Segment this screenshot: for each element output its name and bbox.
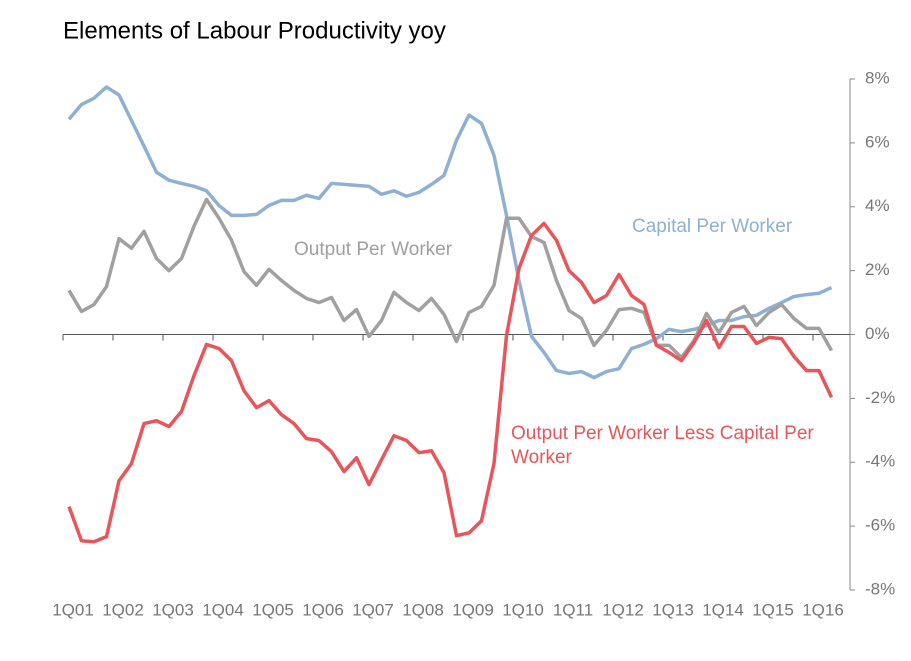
- y-tick-label: -8%: [865, 579, 895, 598]
- series-line: [67, 221, 834, 544]
- x-tick-label: 1Q15: [752, 600, 794, 619]
- series-label: Capital Per Worker: [632, 216, 793, 237]
- x-tick-label: 1Q09: [452, 600, 494, 619]
- x-tick-label: 1Q12: [602, 600, 644, 619]
- chart-title: Elements of Labour Productivity yoy: [63, 17, 446, 44]
- x-tick-label: 1Q05: [252, 600, 294, 619]
- y-tick-label: -6%: [865, 516, 895, 535]
- x-tick-label: 1Q13: [652, 600, 694, 619]
- x-tick-label: 1Q10: [502, 600, 544, 619]
- y-tick-label: -4%: [865, 452, 895, 471]
- x-tick-label: 1Q02: [102, 600, 144, 619]
- y-tick-label: 2%: [865, 260, 890, 279]
- x-tick-label: 1Q07: [352, 600, 394, 619]
- x-tick-label: 1Q16: [802, 600, 844, 619]
- y-tick-label: 4%: [865, 196, 890, 215]
- series-label: Output Per Worker: [294, 239, 453, 260]
- series-label-box: Output Per Worker Less Capital Per Worke…: [511, 423, 814, 468]
- y-tick-label: 8%: [865, 68, 890, 87]
- y-tick-label: 0%: [865, 324, 890, 343]
- series-line: [67, 197, 834, 360]
- x-tick-label: 1Q04: [202, 600, 244, 619]
- x-tick-label: 1Q14: [702, 600, 744, 619]
- x-tick-label: 1Q06: [302, 600, 344, 619]
- series-label: Output Per Worker Less Capital Per Worke…: [511, 423, 814, 468]
- y-tick-label: 6%: [865, 132, 890, 151]
- y-tick-label: -2%: [865, 388, 895, 407]
- x-tick-label: 1Q01: [52, 600, 94, 619]
- x-tick-label: 1Q08: [402, 600, 444, 619]
- x-tick-label: 1Q11: [553, 600, 593, 619]
- x-tick-label: 1Q03: [152, 600, 194, 619]
